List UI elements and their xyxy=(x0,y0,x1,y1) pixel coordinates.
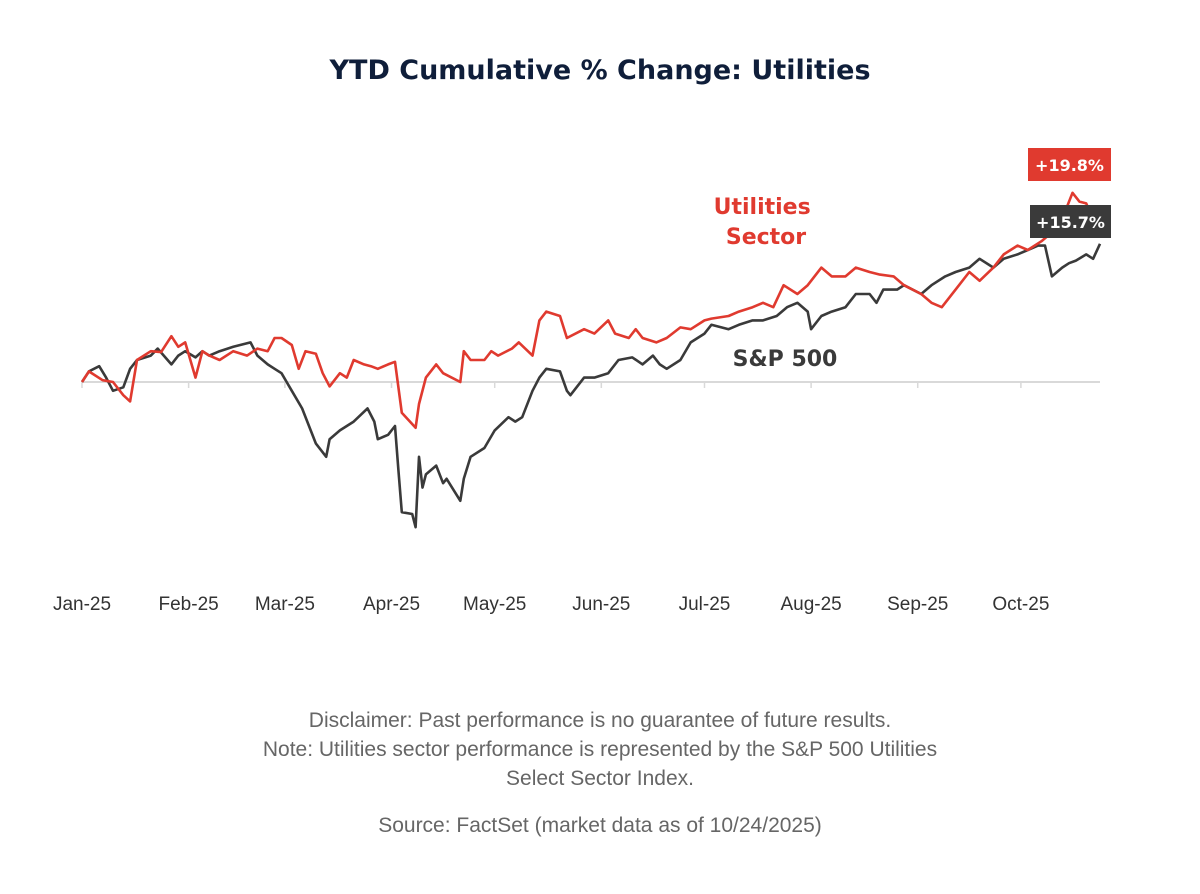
sp500-end-value: +15.7% xyxy=(1036,213,1105,232)
utilities-end-value: +19.8% xyxy=(1035,156,1104,175)
note-text-line-2: Select Sector Index. xyxy=(506,767,694,790)
x-tick-label: Jun-25 xyxy=(572,594,630,615)
source-text: Source: FactSet (market data as of 10/24… xyxy=(378,814,822,837)
x-axis-labels: Jan-25 Feb-25 Mar-25 Apr-25 May-25 Jun-25 Jul-… xyxy=(53,594,1049,615)
x-tick-label: Feb-25 xyxy=(159,594,219,615)
utilities-series-label: Utilities Sector xyxy=(714,195,819,250)
utilities-label-line-2: Sector xyxy=(726,225,806,250)
x-tick-label: Oct-25 xyxy=(992,594,1049,615)
utilities-series-line xyxy=(80,191,1102,430)
x-axis-ticks xyxy=(81,382,1022,388)
utilities-end-badge-bg xyxy=(1028,148,1111,181)
x-tick-label: May-25 xyxy=(463,594,526,615)
disclaimer-text: Disclaimer: Past performance is no guara… xyxy=(309,709,891,732)
sp500-end-badge-bg xyxy=(1030,205,1111,238)
x-tick-label: Aug-25 xyxy=(780,594,841,615)
x-tick-label: Jan-25 xyxy=(53,594,111,615)
utilities-end-badge: +19.8% xyxy=(1028,148,1111,181)
x-tick-label: Jul-25 xyxy=(679,594,731,615)
sp500-series-label: S&P 500 xyxy=(733,347,838,372)
x-tick-label: Sep-25 xyxy=(887,594,948,615)
sp500-end-badge: +15.7% xyxy=(1030,205,1111,238)
utilities-label-line-1: Utilities xyxy=(714,195,811,220)
chart-title: YTD Cumulative % Change: Utilities xyxy=(328,55,870,86)
sp500-series-line xyxy=(80,243,1102,529)
x-tick-label: Mar-25 xyxy=(255,594,315,615)
x-tick-label: Apr-25 xyxy=(363,594,420,615)
note-text-line-1: Note: Utilities sector performance is re… xyxy=(263,738,937,761)
